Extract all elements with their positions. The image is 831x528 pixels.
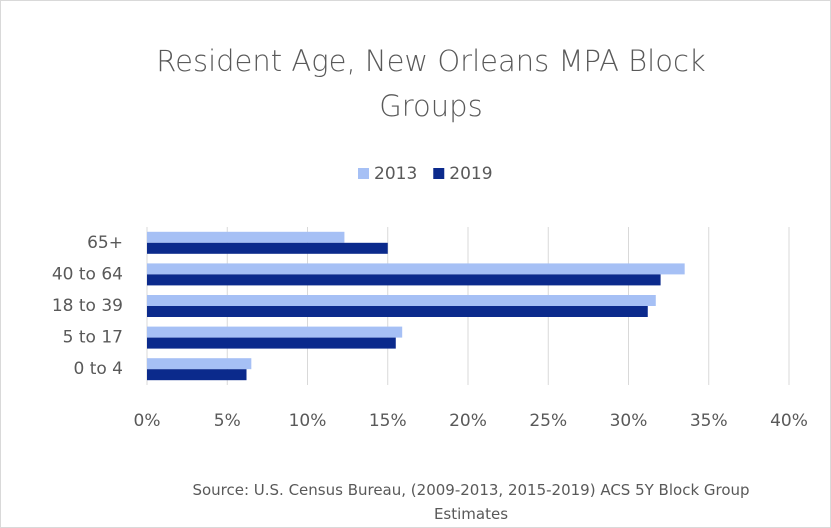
x-tick-label: 25% xyxy=(529,411,567,431)
bar xyxy=(147,326,403,338)
x-tick-label: 30% xyxy=(610,411,648,431)
legend-label: 2019 xyxy=(449,164,492,184)
bar xyxy=(147,263,685,275)
x-tick-label: 40% xyxy=(770,411,808,431)
chart-title: Resident Age, New Orleans MPA Block Grou… xyxy=(156,44,706,123)
legend-label: 2013 xyxy=(374,164,417,184)
source-note: Source: U.S. Census Bureau, (2009-2013, … xyxy=(192,481,750,523)
bar xyxy=(147,242,388,254)
bar xyxy=(147,295,656,306)
bar xyxy=(147,274,661,286)
bar xyxy=(147,358,252,370)
bar xyxy=(147,306,648,317)
x-tick-label: 0% xyxy=(134,411,161,431)
y-tick-label: 0 to 4 xyxy=(73,359,123,379)
bar xyxy=(147,337,396,349)
y-tick-label: 65+ xyxy=(87,233,123,253)
bar xyxy=(147,231,345,243)
bar xyxy=(147,369,247,381)
legend-swatch xyxy=(358,168,369,179)
x-tick-label: 10% xyxy=(289,411,327,431)
y-tick-label: 5 to 17 xyxy=(63,328,123,348)
legend-swatch xyxy=(433,168,445,179)
x-tick-label: 20% xyxy=(449,411,487,431)
x-tick-label: 5% xyxy=(214,411,241,431)
x-tick-label: 15% xyxy=(369,411,407,431)
x-tick-label: 35% xyxy=(690,411,728,431)
y-tick-label: 40 to 64 xyxy=(52,264,123,284)
y-tick-label: 18 to 39 xyxy=(52,296,123,316)
